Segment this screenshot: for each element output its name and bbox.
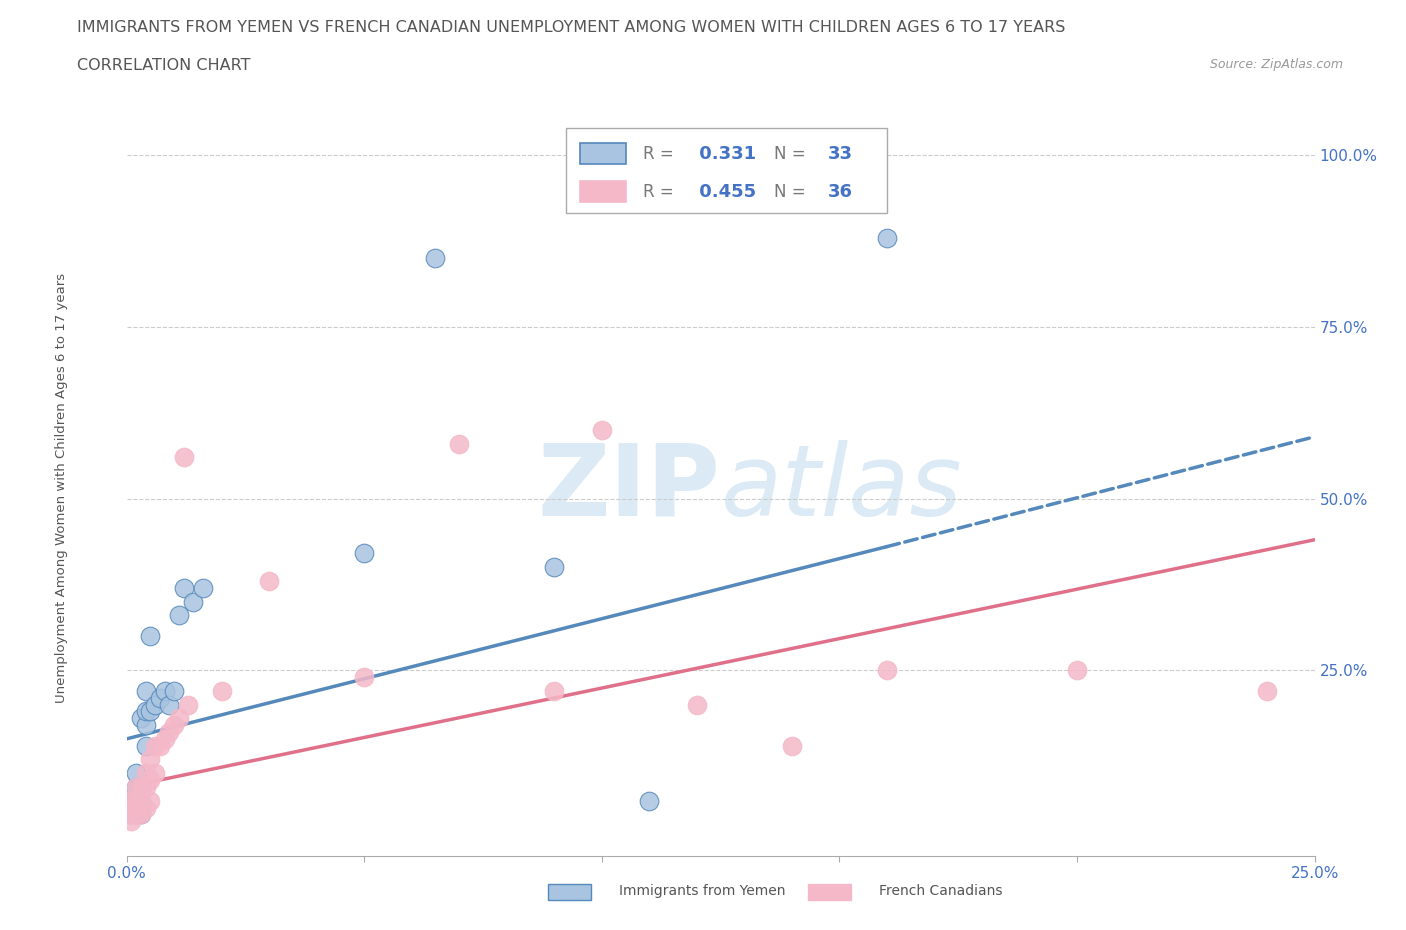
Point (125, 800, 148, 815)
Point (163, 684, 186, 698)
Point (125, 793, 148, 808)
Point (120, 787, 142, 802)
Point (591, 422, 613, 437)
Point (129, 793, 152, 808)
Point (120, 793, 142, 808)
Point (153, 684, 176, 698)
Text: French Canadians: French Canadians (879, 884, 1002, 897)
Text: atlas: atlas (721, 440, 962, 537)
Point (181, 594, 204, 609)
Point (191, 580, 214, 595)
Point (135, 704, 157, 719)
Point (1066, 663, 1088, 678)
Text: Source: ZipAtlas.com: Source: ZipAtlas.com (1209, 58, 1343, 71)
Point (157, 724, 180, 739)
Point (876, 231, 898, 246)
Point (125, 779, 148, 794)
Text: Unemployment Among Women with Children Ages 6 to 17 years: Unemployment Among Women with Children A… (55, 273, 67, 703)
Point (125, 807, 148, 822)
Text: 0.455: 0.455 (693, 182, 756, 201)
Text: CORRELATION CHART: CORRELATION CHART (77, 58, 250, 73)
Point (543, 560, 565, 575)
Point (139, 773, 162, 788)
Point (129, 800, 152, 815)
Point (135, 738, 157, 753)
Text: N =: N = (775, 182, 811, 201)
FancyBboxPatch shape (567, 128, 887, 213)
Point (149, 690, 172, 705)
Point (449, 436, 471, 451)
Point (353, 546, 375, 561)
Point (177, 698, 200, 712)
Point (135, 800, 157, 815)
Point (120, 814, 142, 829)
Point (129, 779, 152, 794)
Text: 36: 36 (828, 182, 852, 201)
Point (125, 793, 148, 808)
Point (120, 807, 142, 822)
Point (135, 718, 157, 733)
Bar (808, 884, 851, 900)
Text: 0.331: 0.331 (693, 144, 756, 163)
Point (543, 684, 565, 698)
Point (167, 608, 190, 623)
Text: R =: R = (644, 182, 679, 201)
Point (638, 793, 661, 808)
Text: IMMIGRANTS FROM YEMEN VS FRENCH CANADIAN UNEMPLOYMENT AMONG WOMEN WITH CHILDREN : IMMIGRANTS FROM YEMEN VS FRENCH CANADIAN… (77, 20, 1066, 35)
Point (125, 807, 148, 822)
Point (139, 793, 162, 808)
Point (780, 738, 803, 753)
Text: N =: N = (775, 144, 811, 163)
Point (173, 450, 195, 465)
Text: R =: R = (644, 144, 679, 163)
Point (353, 670, 375, 684)
Point (120, 807, 142, 822)
Point (1256, 684, 1278, 698)
Point (129, 807, 152, 822)
Point (120, 800, 142, 815)
Point (876, 663, 898, 678)
Point (211, 684, 233, 698)
Point (153, 731, 176, 746)
Point (129, 807, 152, 822)
Text: Immigrants from Yemen: Immigrants from Yemen (619, 884, 785, 897)
Point (425, 251, 447, 266)
FancyBboxPatch shape (581, 181, 626, 202)
FancyBboxPatch shape (581, 143, 626, 164)
Point (143, 765, 166, 780)
Point (129, 779, 152, 794)
Point (125, 800, 148, 815)
Point (135, 765, 157, 780)
Point (139, 629, 162, 644)
Point (139, 752, 162, 767)
Point (135, 684, 157, 698)
Point (135, 779, 157, 794)
Point (139, 704, 162, 719)
Point (129, 711, 152, 725)
Point (257, 574, 280, 589)
Point (149, 738, 172, 753)
Point (163, 718, 186, 733)
Point (125, 765, 148, 780)
Text: ZIP: ZIP (537, 440, 721, 537)
Point (125, 779, 148, 794)
Point (173, 580, 195, 595)
Text: 33: 33 (828, 144, 852, 163)
Point (143, 698, 166, 712)
Point (167, 711, 190, 725)
Bar (548, 884, 591, 900)
Point (143, 738, 166, 753)
Point (686, 698, 709, 712)
Point (157, 698, 180, 712)
Point (129, 793, 152, 808)
